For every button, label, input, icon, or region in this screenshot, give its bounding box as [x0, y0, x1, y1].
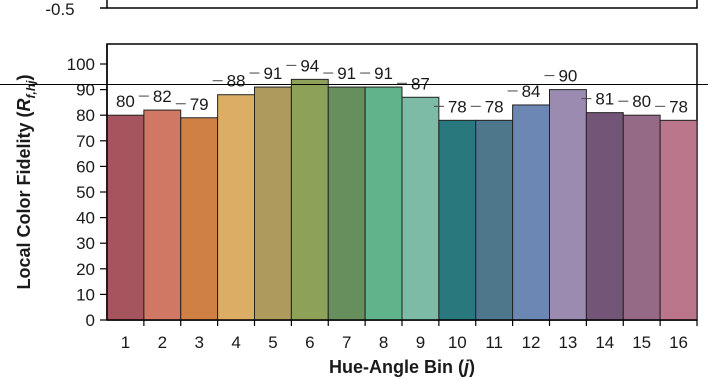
bar-16 [659, 119, 698, 321]
bar-5 [254, 86, 292, 321]
data-label-13: 90 [558, 67, 577, 86]
bar-9 [401, 96, 440, 321]
x-tick-label-8: 8 [379, 333, 388, 352]
x-tick-label-4: 4 [231, 333, 240, 352]
data-label-1: 80 [116, 92, 135, 111]
y-axis-ticks: 0 10 20 30 40 50 60 70 80 90 100 [67, 55, 107, 330]
bar-10 [438, 119, 477, 321]
y-tick-label-40: 40 [76, 209, 95, 228]
y-tick-label-70: 70 [76, 132, 95, 151]
bar-3 [180, 117, 219, 321]
data-label-5: 91 [263, 64, 282, 83]
x-tick-label-16: 16 [669, 333, 688, 352]
data-label-15: 80 [632, 92, 651, 111]
data-label-10: 78 [448, 97, 467, 116]
data-label-12: 84 [522, 82, 541, 101]
x-tick-label-15: 15 [632, 333, 651, 352]
data-label-4: 88 [227, 72, 246, 91]
top-panel: -0.5 [45, 0, 698, 19]
bar-7 [327, 86, 366, 321]
data-label-7: 91 [337, 64, 356, 83]
y-tick-label-80: 80 [76, 106, 95, 125]
x-tick-label-6: 6 [305, 333, 314, 352]
x-tick-label-7: 7 [342, 333, 351, 352]
data-label-9: 87 [411, 74, 430, 93]
data-label-8: 91 [374, 64, 393, 83]
y-tick-label-60: 60 [76, 157, 95, 176]
y-tick-label-30: 30 [76, 234, 95, 253]
y-axis-title-sub: f,hj [24, 80, 38, 99]
x-axis-title-var: j [462, 357, 470, 377]
bar-14 [585, 112, 624, 321]
y-axis-title-suffix: ) [14, 74, 34, 80]
y-tick-label-90: 90 [76, 81, 95, 100]
x-tick-label-5: 5 [268, 333, 277, 352]
y-tick-label-0: 0 [86, 311, 95, 330]
y-tick-label-20: 20 [76, 260, 95, 279]
x-tick-label-10: 10 [448, 333, 467, 352]
bar-11 [475, 119, 514, 321]
y-axis-title-prefix: Local Color Fidelity ( [14, 111, 34, 289]
data-label-3: 79 [190, 95, 209, 114]
data-label-14: 81 [595, 90, 614, 109]
bar-4 [217, 94, 255, 321]
x-tick-label-12: 12 [522, 333, 541, 352]
y-tick-label-100: 100 [67, 55, 95, 74]
bar-2 [143, 109, 182, 321]
data-label-2: 82 [153, 87, 172, 106]
x-tick-label-3: 3 [194, 333, 203, 352]
data-label-16: 78 [669, 97, 688, 116]
bar-12 [512, 104, 550, 321]
bars [106, 78, 698, 321]
bar-1 [106, 114, 145, 321]
top-panel-frame [106, 0, 698, 9]
x-axis-title-suffix: ) [469, 357, 475, 377]
y-tick-label-50: 50 [76, 183, 95, 202]
x-axis-ticks: 1 2 3 4 5 6 7 8 9 10 11 12 13 14 15 16 [121, 320, 698, 352]
x-axis-title-prefix: Hue-Angle Bin ( [329, 357, 464, 377]
bar-6 [290, 78, 329, 321]
data-labels: 80 82 79 88 91 94 91 91 87 78 78 84 90 81 80 78 [116, 56, 688, 116]
data-label-11: 78 [485, 97, 504, 116]
bar-15 [622, 114, 661, 321]
x-axis-title: Hue-Angle Bin (j) [329, 357, 475, 377]
x-tick-label-14: 14 [595, 333, 614, 352]
y-tick-label-10: 10 [76, 285, 95, 304]
x-tick-label-11: 11 [485, 333, 503, 352]
bar-13 [549, 89, 587, 321]
y-axis-title: Local Color Fidelity (Rf,hj) [14, 74, 38, 289]
data-label-6: 94 [300, 56, 319, 75]
x-tick-label-9: 9 [416, 333, 425, 352]
y-axis-title-var: R [14, 98, 34, 111]
top-panel-tick-label: -0.5 [45, 0, 74, 19]
x-tick-label-1: 1 [121, 333, 130, 352]
x-tick-label-13: 13 [558, 333, 577, 352]
bar-8 [364, 86, 403, 321]
x-tick-label-2: 2 [158, 333, 167, 352]
